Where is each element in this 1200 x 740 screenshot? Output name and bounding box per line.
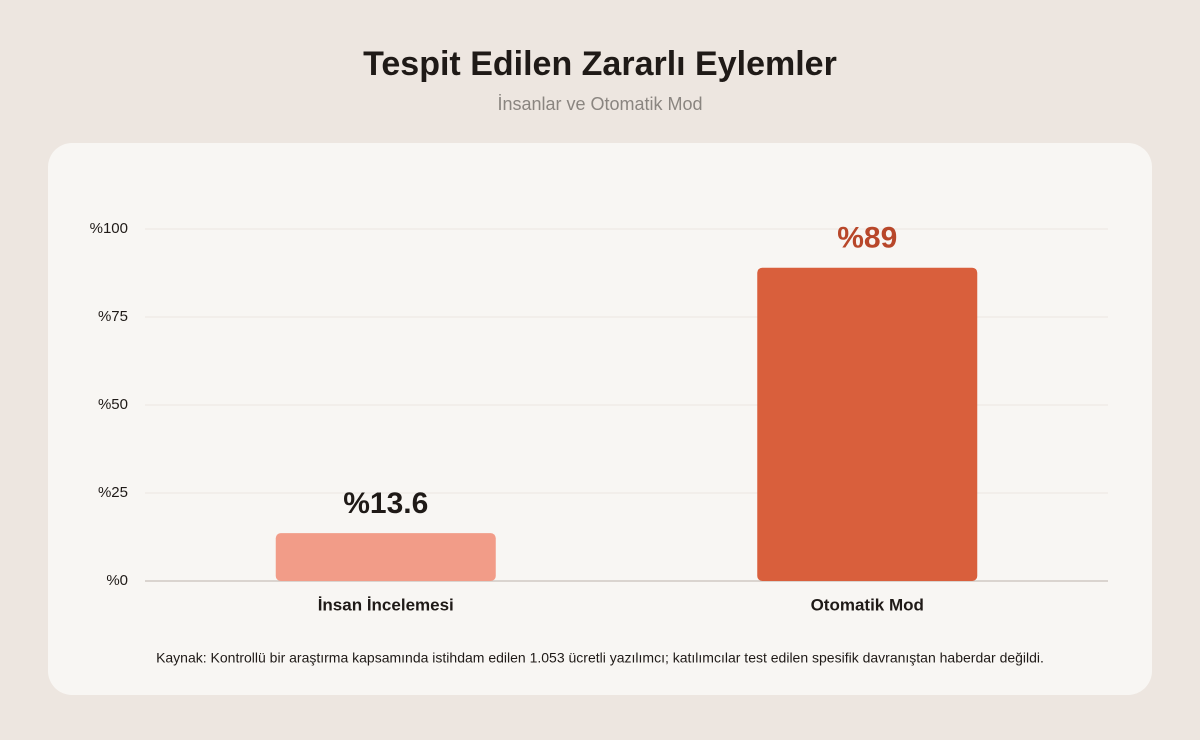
- x-tick-label: Otomatik Mod: [811, 595, 924, 614]
- bar: [275, 533, 496, 581]
- y-tick-label: %75: [98, 308, 128, 325]
- y-tick-label: %100: [90, 220, 128, 237]
- y-tick-label: %0: [106, 572, 128, 589]
- y-tick-label: %25: [98, 484, 128, 501]
- chart-title: Tespit Edilen Zararlı Eylemler: [363, 45, 837, 83]
- value-label: %89: [837, 222, 897, 255]
- card: [48, 143, 1152, 695]
- source-note: Kaynak: Kontrollü bir araştırma kapsamın…: [156, 650, 1044, 666]
- x-tick-label: İnsan İncelemesi: [318, 595, 454, 614]
- chart-subtitle: İnsanlar ve Otomatik Mod: [497, 94, 702, 114]
- y-tick-label: %50: [98, 396, 128, 413]
- value-label: %13.6: [343, 487, 428, 520]
- bar: [757, 267, 978, 581]
